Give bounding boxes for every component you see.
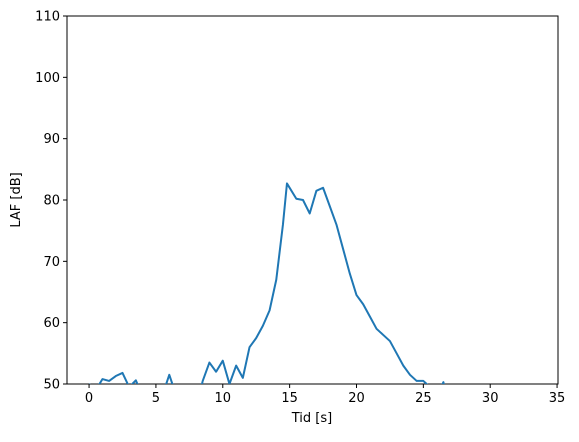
x-tick-label: 5 [152,391,160,406]
x-axis-label: Tid [s] [291,411,332,426]
x-tick-label: 35 [549,391,566,406]
y-tick-label: 80 [43,194,60,209]
x-tick-label: 30 [482,391,499,406]
y-tick-label: 60 [43,316,60,331]
y-tick-label: 110 [35,10,60,25]
plot-frame [66,15,559,385]
x-tick-label: 20 [348,391,365,406]
data-line [89,182,445,384]
x-tick-label: 25 [415,391,432,406]
x-tick-label: 15 [281,391,298,406]
x-tick-label: 0 [85,391,93,406]
y-tick-label: 100 [35,71,60,86]
y-tick-label: 90 [43,132,60,147]
y-axis-label: LAF [dB] [9,172,24,227]
x-tick-label: 10 [215,391,232,406]
y-tick-label: 50 [43,378,60,393]
y-tick-label: 70 [43,255,60,270]
